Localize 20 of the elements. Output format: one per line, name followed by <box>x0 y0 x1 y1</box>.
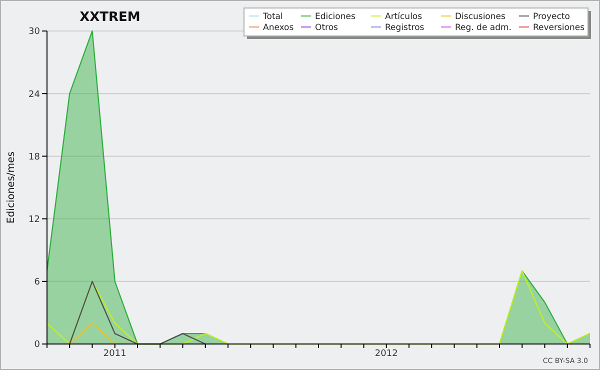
legend-label: Proyecto <box>533 12 570 22</box>
y-tick-label: 30 <box>28 27 40 38</box>
legend-label: Anexos <box>263 22 294 33</box>
legend-label: Registros <box>385 22 425 33</box>
legend-label: Total <box>262 12 283 22</box>
y-tick-label: 12 <box>28 214 40 225</box>
x-tick-label: 2012 <box>374 349 398 359</box>
y-tick-label: 6 <box>34 278 40 288</box>
legend-label: Reversiones <box>533 22 586 33</box>
legend-label: Discusiones <box>455 12 506 22</box>
legend-label: Otros <box>315 22 339 33</box>
legend-label: Ediciones <box>315 12 356 22</box>
y-tick-label: 0 <box>34 340 40 350</box>
chart-title: XXTREM <box>80 10 140 25</box>
legend-label: Artículos <box>385 12 423 22</box>
x-tick-label: 2011 <box>103 349 126 359</box>
y-axis-title: Ediciones/mes <box>6 151 17 224</box>
y-tick-label: 24 <box>28 90 40 100</box>
y-tick-label: 18 <box>28 152 40 162</box>
legend-label: Reg. de adm. <box>455 22 512 33</box>
